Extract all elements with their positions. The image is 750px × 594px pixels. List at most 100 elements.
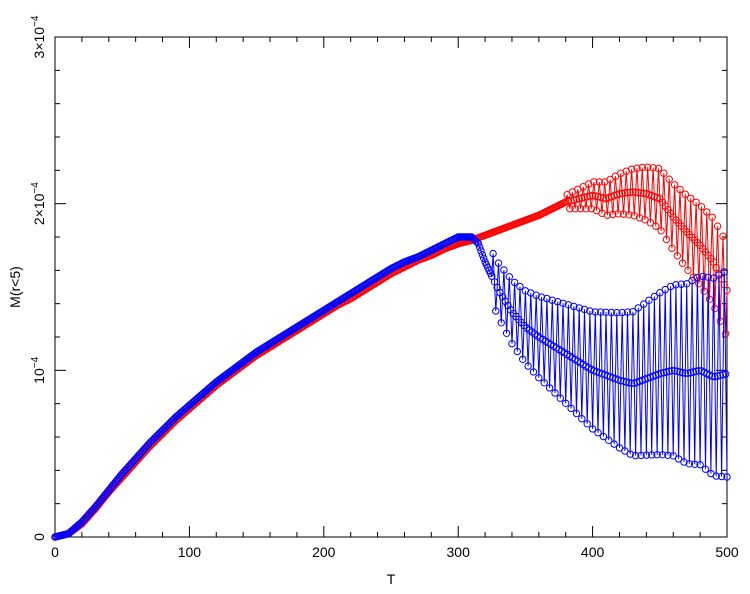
data-point: [684, 266, 692, 274]
data-point: [535, 374, 543, 382]
data-point: [619, 210, 628, 218]
data-point: [715, 271, 723, 279]
data-point: [571, 205, 579, 213]
data-point: [696, 461, 704, 469]
data-point: [623, 308, 632, 316]
data-point: [625, 211, 633, 219]
data-point: [657, 369, 665, 377]
data-point: [621, 447, 629, 455]
data-point: [654, 164, 663, 173]
data-point: [713, 222, 722, 230]
data-point: [692, 367, 700, 375]
data-point: [524, 362, 532, 370]
data-point: [723, 473, 731, 481]
data-point: [480, 254, 488, 262]
data-point: [631, 188, 640, 197]
data-point: [666, 282, 675, 291]
data-point: [704, 273, 712, 281]
data-point: [615, 444, 624, 452]
data-point: [609, 210, 617, 219]
data-point: [666, 209, 675, 218]
y-tick-label: 2×10−4: [30, 182, 47, 225]
y-tick-labels: 0 10−4 2×10−4 3×10−4: [30, 15, 47, 541]
data-point: [695, 367, 703, 375]
data-point: [607, 308, 616, 317]
data-point: [566, 205, 574, 213]
data-point: [588, 425, 597, 433]
data-point: [564, 197, 573, 206]
data-point: [548, 296, 556, 304]
data-point: [500, 266, 508, 274]
data-point: [599, 432, 608, 441]
data-point: [586, 307, 594, 315]
data-point: [594, 429, 602, 437]
data-point: [681, 190, 689, 198]
data-point: [615, 190, 624, 198]
data-point: [676, 185, 684, 194]
data-point: [657, 227, 665, 235]
data-point: [712, 472, 720, 480]
data-point: [572, 195, 581, 204]
data-point: [505, 273, 513, 281]
x-axis-title: T: [387, 571, 396, 587]
data-point: [650, 292, 659, 301]
data-point: [641, 216, 649, 224]
data-point: [656, 289, 664, 297]
x-tick-label: 200: [312, 544, 336, 560]
x-tick-label: 400: [581, 544, 605, 560]
data-point: [681, 369, 689, 377]
data-point: [692, 198, 700, 207]
data-point: [631, 451, 640, 460]
data-point: [664, 451, 672, 459]
data-point: [621, 189, 629, 197]
x-tick-label: 500: [715, 544, 739, 560]
data-point: [717, 472, 726, 481]
data-point: [720, 268, 728, 276]
data-point: [670, 367, 679, 375]
data-point: [680, 458, 688, 466]
data-point: [673, 252, 681, 260]
x-tick-label: 100: [178, 544, 202, 560]
data-point: [618, 308, 626, 317]
data-point: [150, 434, 159, 442]
y-tick-label: 0: [31, 533, 47, 541]
data-point: [477, 247, 485, 255]
data-point: [625, 379, 633, 387]
data-point: [665, 367, 673, 375]
x-tick-label: 0: [51, 544, 59, 560]
data-point: [709, 274, 718, 282]
data-point: [661, 285, 669, 294]
data-point: [637, 189, 645, 197]
axis-ticks: [54, 36, 728, 538]
data-point: [703, 208, 711, 216]
data-point: [668, 367, 676, 375]
data-point: [580, 305, 589, 314]
data-point: [644, 163, 652, 171]
data-point: [567, 404, 575, 413]
data-point: [677, 280, 685, 288]
data-point: [617, 377, 625, 385]
data-point: [629, 308, 637, 316]
data-point: [670, 181, 679, 189]
data-point: [572, 409, 581, 418]
data-point: [640, 189, 648, 198]
data-point: [719, 232, 727, 240]
data-point: [699, 272, 707, 281]
data-point: [545, 384, 554, 392]
data-point: [637, 451, 645, 460]
data-point: [633, 164, 641, 172]
data-point: [474, 240, 483, 248]
data-point: [492, 307, 500, 315]
data-point: [554, 298, 562, 306]
data-point: [691, 460, 699, 468]
data-point: [689, 273, 698, 281]
data-point: [618, 189, 626, 198]
data-point: [627, 379, 636, 387]
data-point: [646, 219, 655, 227]
data-point: [597, 308, 605, 316]
data-point: [540, 379, 548, 387]
data-point: [606, 175, 614, 184]
data-point: [575, 304, 583, 312]
data-point: [662, 235, 671, 244]
data-point: [602, 308, 610, 316]
